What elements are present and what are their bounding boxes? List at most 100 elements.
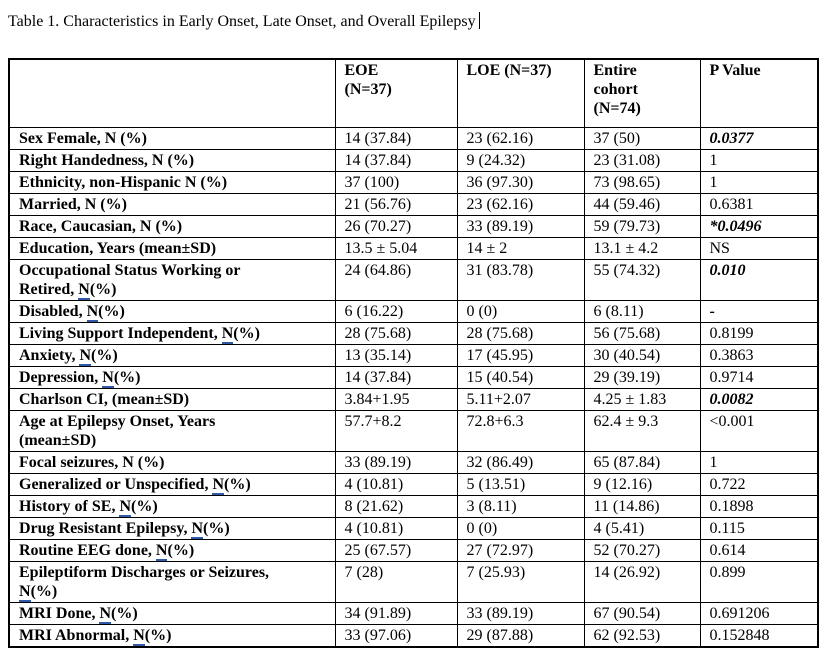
- cell-eoe: 13 (35.14): [334, 344, 458, 367]
- header-loe: LOE (N=37): [456, 58, 585, 128]
- cell-entire-cohort: 13.1 ± 4.2: [583, 237, 701, 260]
- row-label: Education, Years (mean±SD): [8, 237, 336, 260]
- table-row: Ethnicity, non-Hispanic N (%) 37 (100) 36 …: [8, 171, 819, 194]
- cell-eoe: 21 (56.76): [334, 193, 458, 216]
- cell-entire-cohort: 29 (39.19): [583, 366, 701, 389]
- cell-entire-cohort: 14 (26.92): [583, 561, 701, 603]
- cell-p-value: 1: [699, 171, 819, 194]
- row-label: Anxiety, N(%): [8, 344, 336, 367]
- header-p-value: P Value: [699, 58, 819, 128]
- cell-entire-cohort: 23 (31.08): [583, 149, 701, 172]
- cell-entire-cohort: 52 (70.27): [583, 539, 701, 562]
- table-row: Routine EEG done, N(%) 25 (67.57) 27 (72.9…: [8, 539, 819, 562]
- table-row: Depression, N(%) 14 (37.84) 15 (40.54) 29 (…: [8, 366, 819, 389]
- row-label: Focal seizures, N (%): [8, 451, 336, 474]
- cell-entire-cohort: 62 (92.53): [583, 624, 701, 648]
- cell-p-value: 0.9714: [699, 366, 819, 389]
- table-row: Anxiety, N(%) 13 (35.14) 17 (45.95) 30 (40.…: [8, 344, 819, 367]
- table-row: Occupational Status Working or Retired, …: [8, 259, 819, 301]
- cell-eoe: 33 (97.06): [334, 624, 458, 648]
- row-label: Generalized or Unspecified, N(%): [8, 473, 336, 496]
- cell-eoe: 8 (21.62): [334, 495, 458, 518]
- table-row: Charlson CI, (mean±SD) 3.84+1.95 5.11+2.07…: [8, 388, 819, 411]
- cell-entire-cohort: 6 (8.11): [583, 300, 701, 323]
- cell-entire-cohort: 4.25 ± 1.83: [583, 388, 701, 411]
- header-row: EOE (N=37) LOE (N=37) Entire cohort (N=7…: [8, 58, 819, 128]
- row-label: Occupational Status Working or Retired, …: [8, 259, 336, 301]
- grammar-check-underline: N: [19, 583, 31, 602]
- cell-eoe: 37 (100): [334, 171, 458, 194]
- cell-p-value: 0.691206: [699, 602, 819, 625]
- cell-p-value: 0.0082: [699, 388, 819, 411]
- grammar-check-underline: N: [191, 520, 204, 539]
- cell-entire-cohort: 65 (87.84): [583, 451, 701, 474]
- table-row: Drug Resistant Epilepsy, N(%) 4 (10.81) 0 …: [8, 517, 819, 540]
- cell-loe: 9 (24.32): [456, 149, 585, 172]
- table-row: Disabled, N(%) 6 (16.22) 0 (0) 6 (8.11) -: [8, 300, 819, 323]
- cell-p-value: 0.8199: [699, 322, 819, 345]
- cell-loe: 33 (89.19): [456, 215, 585, 238]
- cell-p-value: 0.899: [699, 561, 819, 603]
- table-row: Age at Epilepsy Onset, Years (mean±SD) 57…: [8, 410, 819, 452]
- table-body: Sex Female, N (%) 14 (37.84) 23 (62.16) 37 …: [8, 127, 819, 648]
- cell-p-value: 0.010: [699, 259, 819, 301]
- cell-eoe: 14 (37.84): [334, 149, 458, 172]
- grammar-check-underline: N: [133, 627, 145, 646]
- table-caption-text: Table 1. Characteristics in Early Onset,…: [8, 13, 476, 30]
- row-label: MRI Done, N(%): [8, 602, 336, 625]
- table-row: Focal seizures, N (%) 33 (89.19) 32 (86.49…: [8, 451, 819, 474]
- cell-loe: 33 (89.19): [456, 602, 585, 625]
- grammar-check-underline: N: [221, 325, 234, 344]
- cell-entire-cohort: 37 (50): [583, 127, 701, 150]
- cell-eoe: 14 (37.84): [334, 127, 458, 150]
- cell-p-value: 0.1898: [699, 495, 819, 518]
- cell-eoe: 3.84+1.95: [334, 388, 458, 411]
- cell-loe: 5 (13.51): [456, 473, 585, 496]
- cell-p-value: NS: [699, 237, 819, 260]
- cell-eoe: 34 (91.89): [334, 602, 458, 625]
- cell-loe: 0 (0): [456, 517, 585, 540]
- row-label: Married, N (%): [8, 193, 336, 216]
- row-label: MRI Abnormal, N(%): [8, 624, 336, 648]
- table-row: Living Support Independent, N(%) 28 (75.6…: [8, 322, 819, 345]
- table-row: Generalized or Unspecified, N(%) 4 (10.81…: [8, 473, 819, 496]
- grammar-check-underline: N: [86, 303, 99, 322]
- row-label: Charlson CI, (mean±SD): [8, 388, 336, 411]
- table-row: Right Handedness, N (%) 14 (37.84) 9 (24.3…: [8, 149, 819, 172]
- cell-loe: 29 (87.88): [456, 624, 585, 648]
- row-label: Depression, N(%): [8, 366, 336, 389]
- cell-loe: 72.8+6.3: [456, 410, 585, 452]
- cell-eoe: 26 (70.27): [334, 215, 458, 238]
- row-label: Living Support Independent, N(%): [8, 322, 336, 345]
- cell-entire-cohort: 59 (79.73): [583, 215, 701, 238]
- cell-loe: 23 (62.16): [456, 193, 585, 216]
- cell-entire-cohort: 30 (40.54): [583, 344, 701, 367]
- cell-p-value: 0.3863: [699, 344, 819, 367]
- cell-p-value: <0.001: [699, 410, 819, 452]
- cell-p-value: 0.6381: [699, 193, 819, 216]
- cell-entire-cohort: 11 (14.86): [583, 495, 701, 518]
- row-label: Ethnicity, non-Hispanic N (%): [8, 171, 336, 194]
- grammar-check-underline: N: [79, 347, 92, 366]
- text-cursor: [478, 12, 480, 29]
- cell-loe: 0 (0): [456, 300, 585, 323]
- cell-p-value: 0.614: [699, 539, 819, 562]
- cell-loe: 27 (72.97): [456, 539, 585, 562]
- cell-eoe: 4 (10.81): [334, 517, 458, 540]
- cell-eoe: 7 (28): [334, 561, 458, 603]
- cell-p-value: 1: [699, 149, 819, 172]
- table-row: MRI Abnormal, N(%) 33 (97.06) 29 (87.88) 62…: [8, 624, 819, 648]
- table-row: Sex Female, N (%) 14 (37.84) 23 (62.16) 37 …: [8, 127, 819, 150]
- table-caption: Table 1. Characteristics in Early Onset,…: [8, 12, 825, 32]
- table-row: Epileptiform Discharges or Seizures, N(%…: [8, 561, 819, 603]
- cell-eoe: 13.5 ± 5.04: [334, 237, 458, 260]
- cell-loe: 17 (45.95): [456, 344, 585, 367]
- cell-entire-cohort: 67 (90.54): [583, 602, 701, 625]
- cell-eoe: 6 (16.22): [334, 300, 458, 323]
- row-label: Routine EEG done, N(%): [8, 539, 336, 562]
- characteristics-table: EOE (N=37) LOE (N=37) Entire cohort (N=7…: [8, 58, 819, 648]
- cell-loe: 7 (25.93): [456, 561, 585, 603]
- table-row: Married, N (%) 21 (56.76) 23 (62.16) 44 (59…: [8, 193, 819, 216]
- cell-loe: 31 (83.78): [456, 259, 585, 301]
